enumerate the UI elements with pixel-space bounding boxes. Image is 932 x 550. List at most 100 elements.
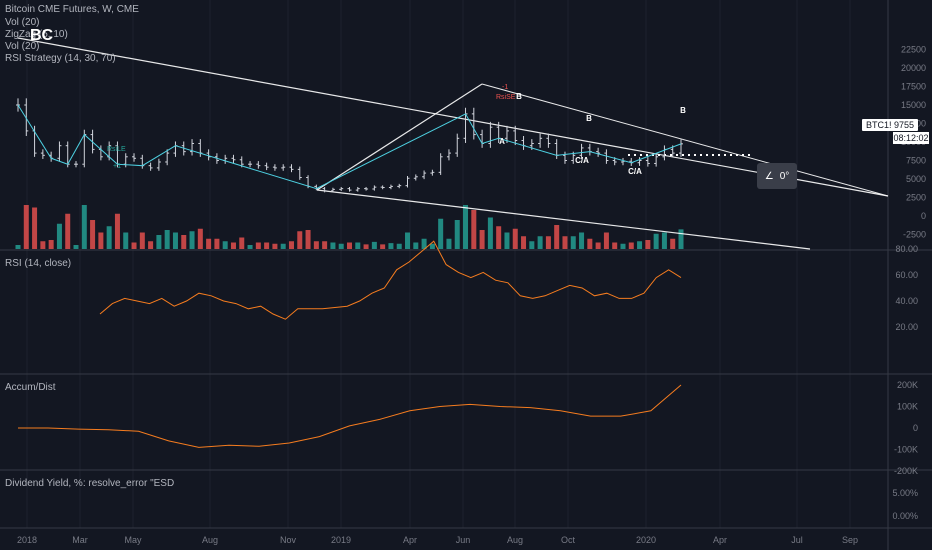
volume-bar <box>487 217 493 249</box>
volume-bar <box>247 245 253 249</box>
time-tick-label: Apr <box>403 535 417 545</box>
price-tick-label: 5000 <box>906 174 926 184</box>
price-tick-label: -2500 <box>903 230 926 240</box>
volume-bar <box>23 205 29 249</box>
strategy-entry-label: RsiLE <box>107 146 126 153</box>
volume-bar <box>73 245 79 249</box>
strategy-exit-label: RsiSE <box>496 94 516 101</box>
volume-bar <box>48 240 54 249</box>
volume-bar <box>537 236 543 249</box>
volume-bar <box>197 228 203 249</box>
volume-bar <box>139 232 145 249</box>
rsi-line <box>99 240 682 320</box>
volume-bar <box>529 241 535 249</box>
volume-bar <box>496 226 502 249</box>
grid-lines <box>26 0 851 528</box>
time-tick-label: Mar <box>72 535 88 545</box>
dividend-tick-label: 0.00% <box>892 511 918 521</box>
time-tick-label: 2019 <box>331 535 351 545</box>
price-tick-label: 2500 <box>906 193 926 203</box>
volume-bar <box>645 240 651 249</box>
volume-bar <box>355 242 361 249</box>
zigzag-polyline <box>17 104 682 190</box>
dividend-pane-label[interactable]: Dividend Yield, %: resolve_error "ESD <box>5 478 175 489</box>
volume-bar <box>438 218 444 249</box>
indicator-vol-1[interactable]: Vol (20) <box>5 17 40 28</box>
trend-lines[interactable] <box>17 37 889 250</box>
time-axis[interactable]: 2018 Mar May Aug Nov 2019 Apr Jun Aug Oct 2020 Apr J… <box>17 535 858 545</box>
volume-bar <box>454 220 460 249</box>
rsi-pane-label[interactable]: RSI (14, close) <box>5 258 72 269</box>
volume-bar <box>288 241 294 249</box>
dividend-tick-label: 5.00% <box>892 488 918 498</box>
volume-bar <box>330 242 336 249</box>
volume-bar <box>131 242 137 249</box>
indicator-vol-2[interactable]: Vol (20) <box>5 41 40 52</box>
volume-bar <box>363 244 369 249</box>
drawing-tool-popup[interactable]: ∠ 0° <box>757 163 797 189</box>
wave-label: B <box>516 92 522 101</box>
time-tick-label: Oct <box>561 535 576 545</box>
volume-bar <box>380 244 386 249</box>
time-tick-label: Apr <box>713 535 727 545</box>
accum-tick-label: -200K <box>894 466 918 476</box>
accum-pane-label[interactable]: Accum/Dist <box>5 382 56 393</box>
volume-bar <box>98 232 104 249</box>
time-tick-label: Aug <box>202 535 218 545</box>
volume-bar <box>114 213 120 249</box>
volume-bar <box>413 242 419 249</box>
volume-bar <box>32 207 38 249</box>
volume-bar <box>239 237 245 249</box>
indicator-rsi-strategy[interactable]: RSI Strategy (14, 30, 70) <box>5 53 116 64</box>
time-tick-label: Nov <box>280 535 297 545</box>
volume-bar <box>429 243 435 249</box>
bar-countdown: 08:12:02 <box>893 132 929 144</box>
wave-labels: B A B C/A C/A B <box>499 92 686 176</box>
strategy-exit-qty: -1 <box>502 84 509 91</box>
price-tick-label: 22500 <box>901 45 926 55</box>
indicator-zigzag[interactable]: ZigZag (5, 10) <box>5 29 68 40</box>
price-bars <box>16 98 683 193</box>
volume-bar <box>628 242 634 249</box>
volume-bar <box>56 223 62 249</box>
volume-bar <box>230 242 236 249</box>
time-tick-label: Jul <box>791 535 803 545</box>
rsi-tick-label: 60.00 <box>895 270 918 280</box>
volume-bar <box>620 243 626 249</box>
wave-label: A <box>499 137 505 146</box>
volume-bar <box>90 220 96 249</box>
volume-bar <box>562 236 568 249</box>
price-axis[interactable]: 2250020000175001500012500100007500500025… <box>892 45 926 522</box>
accum-tick-label: -100K <box>894 445 918 455</box>
angle-icon: ∠ <box>764 170 774 182</box>
volume-bar <box>148 241 154 249</box>
volume-bar <box>222 241 228 249</box>
volume-bar <box>123 232 129 249</box>
overlay-text: BC <box>30 27 54 44</box>
time-tick-label: 2018 <box>17 535 37 545</box>
volume-bar <box>545 236 551 249</box>
price-tick-label: 15000 <box>901 100 926 110</box>
time-tick-label: May <box>124 535 142 545</box>
volume-bar <box>421 238 427 249</box>
wave-label: B <box>586 114 592 123</box>
price-tick-label: 20000 <box>901 63 926 73</box>
volume-bar <box>463 205 469 249</box>
time-tick-label: 2020 <box>636 535 656 545</box>
volume-bar <box>678 229 684 249</box>
volume-bar <box>603 232 609 249</box>
volume-bar <box>479 230 485 249</box>
volume-bar <box>264 242 270 249</box>
price-tick-label: 0 <box>921 211 926 221</box>
volume-bar <box>181 235 187 249</box>
volume-bar <box>322 241 328 249</box>
accum-dist-line <box>18 384 682 448</box>
volume-bar <box>81 205 87 249</box>
time-tick-label: Jun <box>456 535 471 545</box>
price-tag-symbol: BTC1! <box>865 120 892 130</box>
rsi-tick-label: 40.00 <box>895 296 918 306</box>
wave-label: C/A <box>575 156 589 165</box>
volume-bar <box>280 243 286 249</box>
